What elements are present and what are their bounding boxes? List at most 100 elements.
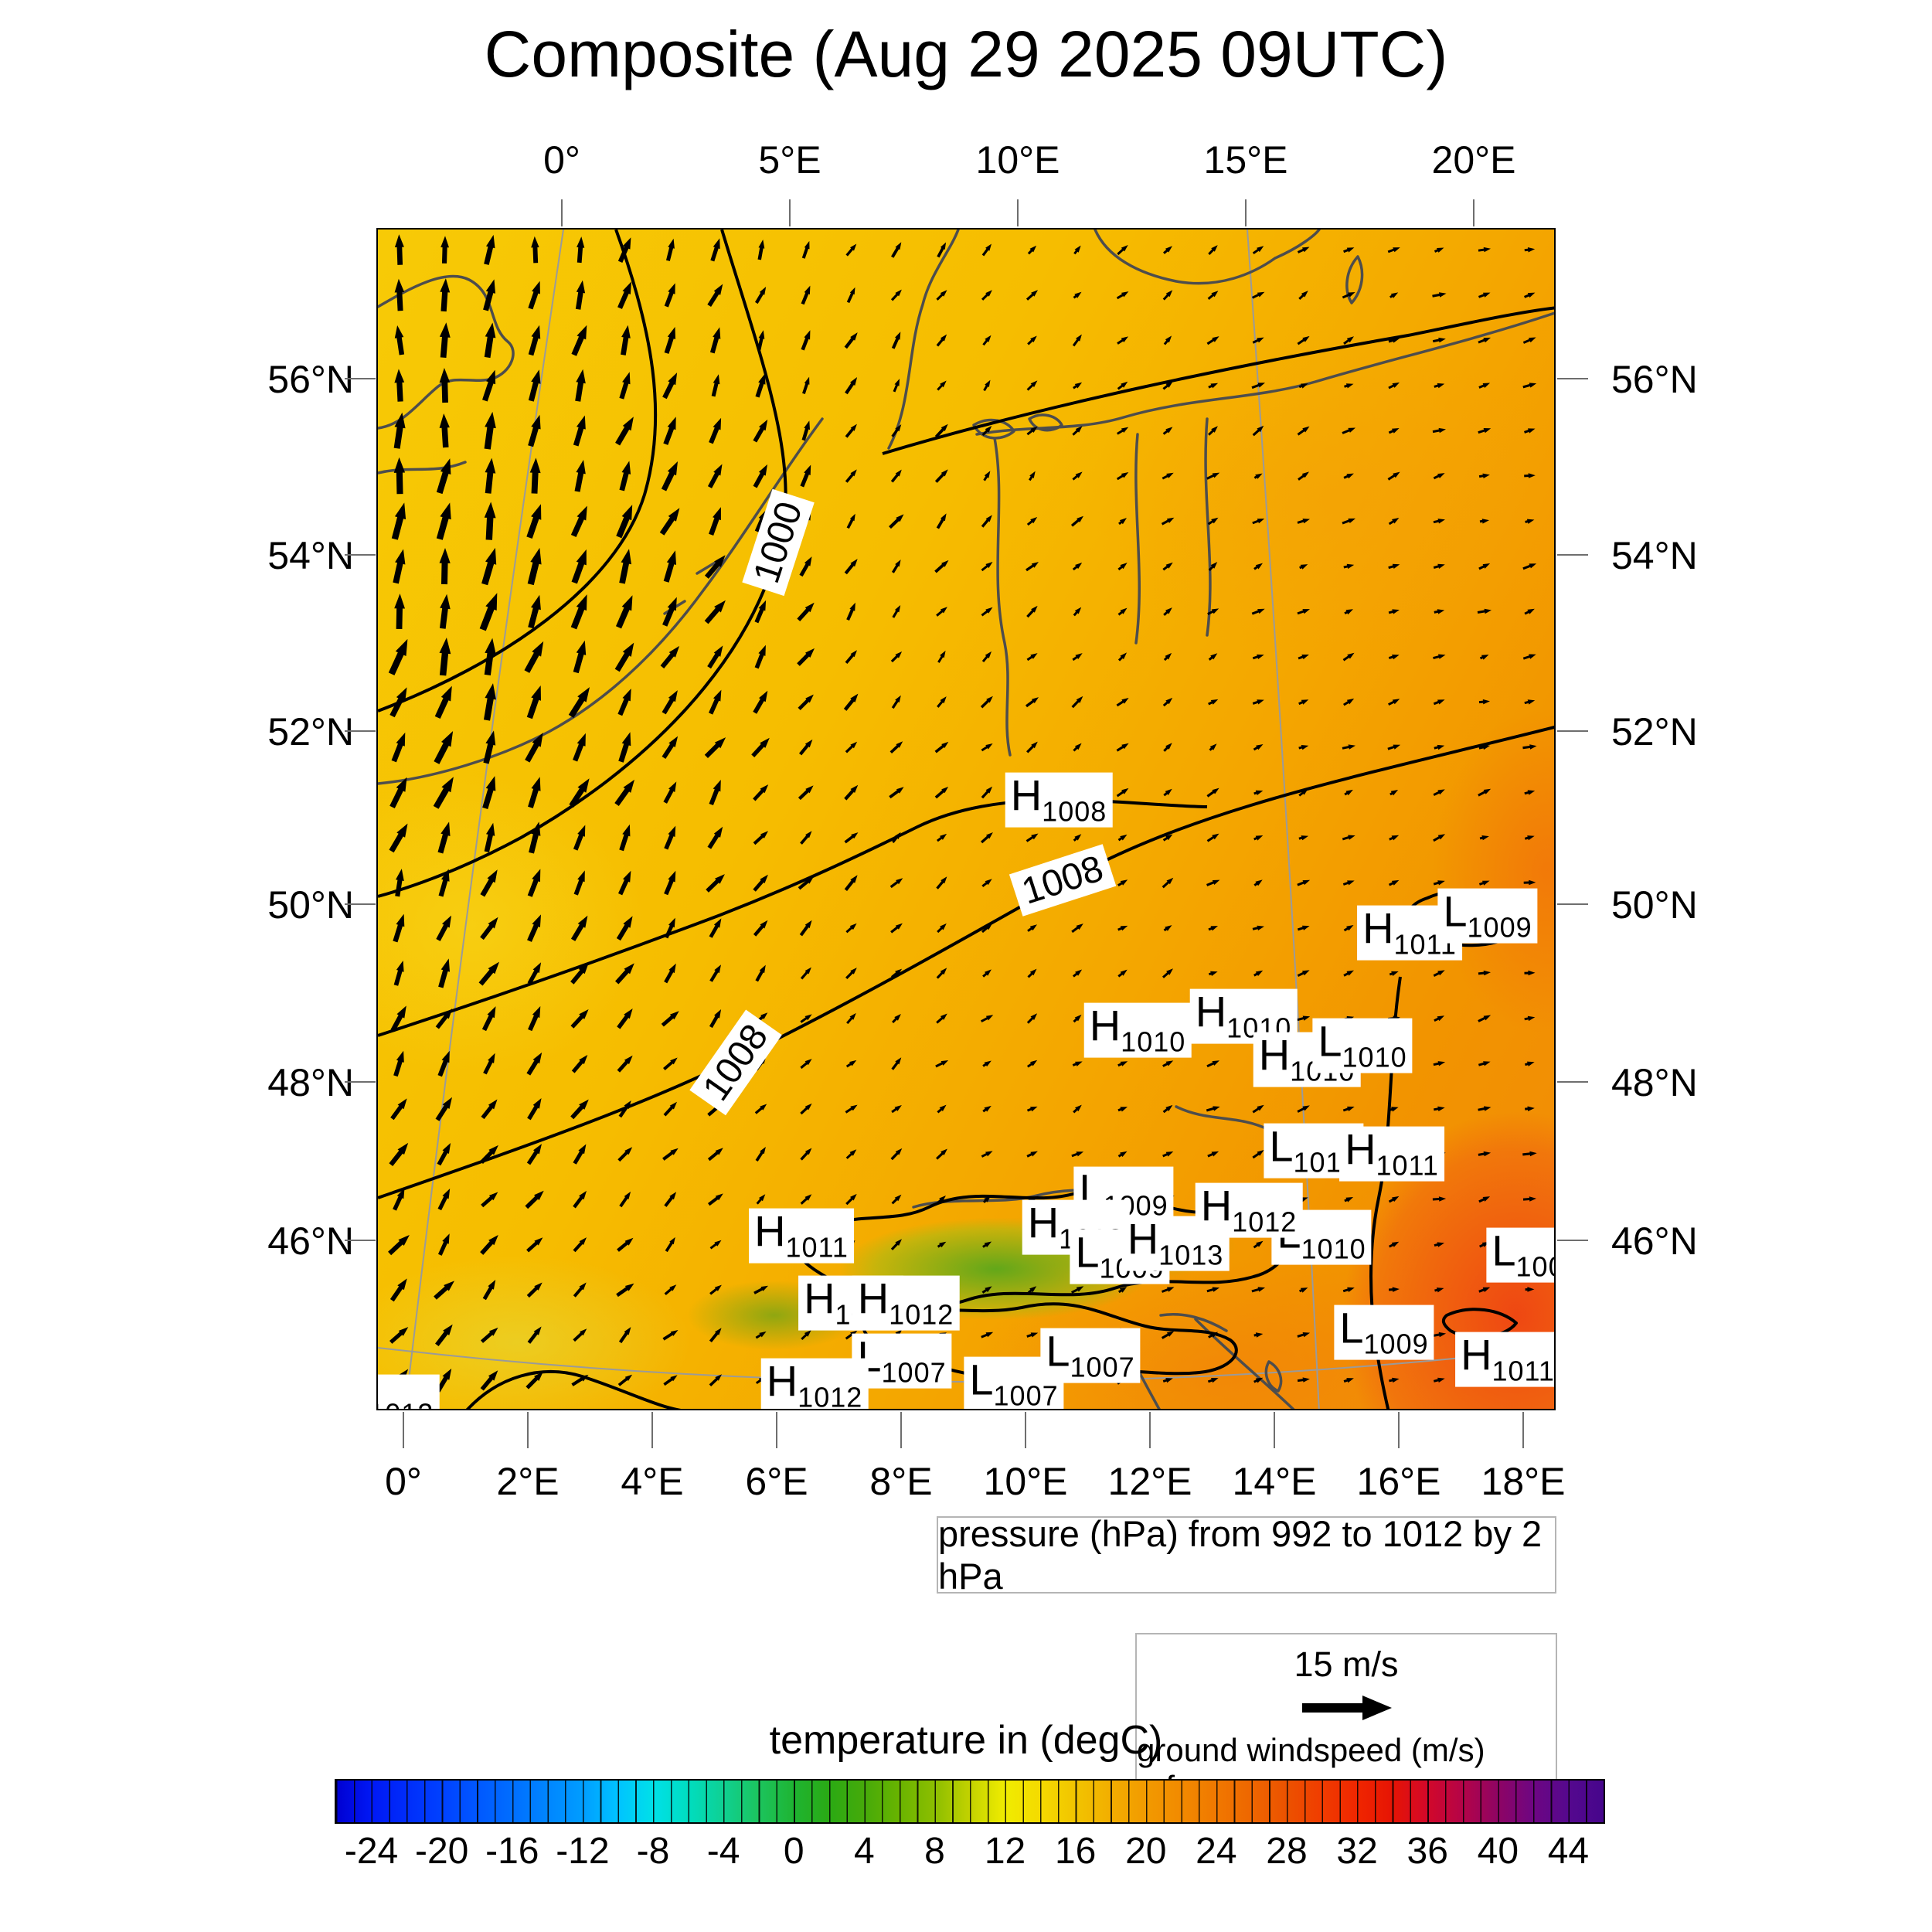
colorbar-tick-label: 32 [1336, 1831, 1378, 1872]
pressure-center-label: L1007 [852, 1333, 952, 1389]
colorbar-tick-label: 40 [1477, 1831, 1519, 1872]
axis-label-left: 50°N [267, 883, 354, 927]
graticule-lines [378, 230, 1554, 1409]
axis-tick-right [1557, 554, 1588, 556]
colorbar-tick-label: 12 [984, 1831, 1026, 1872]
axis-tick-right [1557, 1081, 1588, 1083]
pressure-center-label: L1009 [1486, 1227, 1554, 1283]
pressure-center-label: H1012 [378, 1374, 440, 1409]
axis-tick-right [1557, 903, 1588, 905]
colorbar-tick-label: 0 [783, 1831, 804, 1872]
pressure-center-label: H1011 [1339, 1126, 1444, 1182]
colorbar-tick-label: 20 [1125, 1831, 1167, 1872]
pressure-contour-layer [378, 230, 1554, 1409]
axis-tick-left [345, 903, 376, 905]
axis-tick-left [345, 730, 376, 732]
map-layers-svg [378, 230, 1554, 1409]
axis-label-left: 52°N [267, 710, 354, 753]
axis-label-bottom: 0° [385, 1460, 422, 1503]
pressure-center-label: H1012 [760, 1358, 869, 1409]
pressure-center-label: H1012 [852, 1275, 960, 1331]
colorbar-tick-label: 36 [1406, 1831, 1448, 1872]
coastline-layer [378, 230, 1554, 1409]
colorbar-tick-label: 8 [924, 1831, 945, 1872]
axis-label-right: 52°N [1611, 710, 1698, 753]
axis-tick-bottom [776, 1412, 777, 1448]
temperature-colorbar [335, 1779, 1605, 1824]
colorbar-tick-label: 4 [853, 1831, 875, 1872]
colorbar-tick-label: 24 [1196, 1831, 1237, 1872]
axis-tick-bottom [651, 1412, 653, 1448]
pressure-note-text: pressure (hPa) from 992 to 1012 by 2 hPa [938, 1513, 1543, 1597]
axis-label-bottom: 8°E [869, 1460, 933, 1503]
axis-label-bottom: 6°E [745, 1460, 808, 1503]
axis-tick-bottom [1398, 1412, 1400, 1448]
axis-label-right: 48°N [1611, 1061, 1698, 1104]
axis-label-left: 54°N [267, 534, 354, 577]
axis-label-left: 46°N [267, 1219, 354, 1263]
axis-tick-top [789, 199, 791, 226]
colorbar-tick-label: -8 [636, 1831, 670, 1872]
axis-tick-bottom [1025, 1412, 1026, 1448]
axis-label-left: 56°N [267, 358, 354, 401]
colorbar-tick-label: 28 [1266, 1831, 1308, 1872]
axis-tick-bottom [1522, 1412, 1524, 1448]
colorbar-tick-label: -20 [414, 1831, 469, 1872]
colorbar-tick-label: -12 [556, 1831, 610, 1872]
axis-tick-right [1557, 378, 1588, 379]
axis-label-bottom: 2°E [496, 1460, 560, 1503]
pressure-center-label: L1007 [1040, 1328, 1141, 1383]
pressure-center-label: H1008 [1005, 772, 1113, 828]
weather-map: H1008H1011L1009H1010H1010H1010L1010L1010… [376, 228, 1556, 1410]
axis-tick-bottom [1149, 1412, 1151, 1448]
axis-tick-right [1557, 730, 1588, 732]
axis-tick-top [1017, 199, 1019, 226]
axis-label-bottom: 10°E [983, 1460, 1068, 1503]
axis-tick-top [1245, 199, 1247, 226]
colorbar-tick-label: 44 [1547, 1831, 1590, 1872]
axis-label-bottom: 18°E [1481, 1460, 1566, 1503]
axis-label-right: 46°N [1611, 1219, 1698, 1263]
axis-label-top: 20°E [1431, 138, 1516, 182]
page-title: Composite (Aug 29 2025 09UTC) [484, 18, 1448, 90]
pressure-center-label: L1010 [1312, 1018, 1413, 1073]
axis-label-right: 50°N [1611, 883, 1698, 927]
axis-label-bottom: 14°E [1232, 1460, 1317, 1503]
pressure-center-label: H1011 [749, 1208, 854, 1264]
axis-label-bottom: 12°E [1107, 1460, 1192, 1503]
axis-tick-left [345, 554, 376, 556]
axis-tick-bottom [527, 1412, 529, 1448]
axis-label-top: 10°E [975, 138, 1060, 182]
axis-tick-left [345, 1081, 376, 1083]
pressure-center-label: H1010 [1083, 1002, 1192, 1058]
axis-label-top: 0° [543, 138, 580, 182]
axis-tick-bottom [900, 1412, 902, 1448]
axis-tick-left [345, 1240, 376, 1241]
colorbar-tick-label: -4 [706, 1831, 740, 1872]
pressure-center-label: H1011 [1455, 1332, 1554, 1387]
colorbar-tick-label: -16 [485, 1831, 539, 1872]
axis-label-left: 48°N [267, 1061, 354, 1104]
axis-label-right: 54°N [1611, 534, 1698, 577]
pressure-center-label: L1009 [1334, 1304, 1434, 1360]
axis-tick-left [345, 378, 376, 379]
pressure-center-label: H1012 [1195, 1182, 1303, 1238]
axis-label-right: 56°N [1611, 358, 1698, 401]
pressure-note-box: pressure (hPa) from 992 to 1012 by 2 hPa [937, 1513, 1556, 1597]
axis-label-bottom: 16°E [1356, 1460, 1441, 1503]
axis-tick-bottom [1274, 1412, 1275, 1448]
axis-tick-right [1557, 1240, 1588, 1241]
colorbar-title: temperature in (degC) [769, 1718, 1163, 1763]
pressure-center-label: L1009 [1437, 888, 1538, 944]
axis-label-top: 15°E [1203, 138, 1288, 182]
axis-tick-bottom [403, 1412, 404, 1448]
colorbar-tick-label: 16 [1054, 1831, 1097, 1872]
axis-label-bottom: 4°E [621, 1460, 684, 1503]
wind-reference-arrow-icon [1302, 1696, 1392, 1720]
axis-tick-top [561, 199, 563, 226]
colorbar-tick-label: -24 [344, 1831, 399, 1872]
axis-label-top: 5°E [758, 138, 821, 182]
axis-tick-top [1473, 199, 1475, 226]
wind-speed-label: 15 m/s [1294, 1644, 1399, 1684]
